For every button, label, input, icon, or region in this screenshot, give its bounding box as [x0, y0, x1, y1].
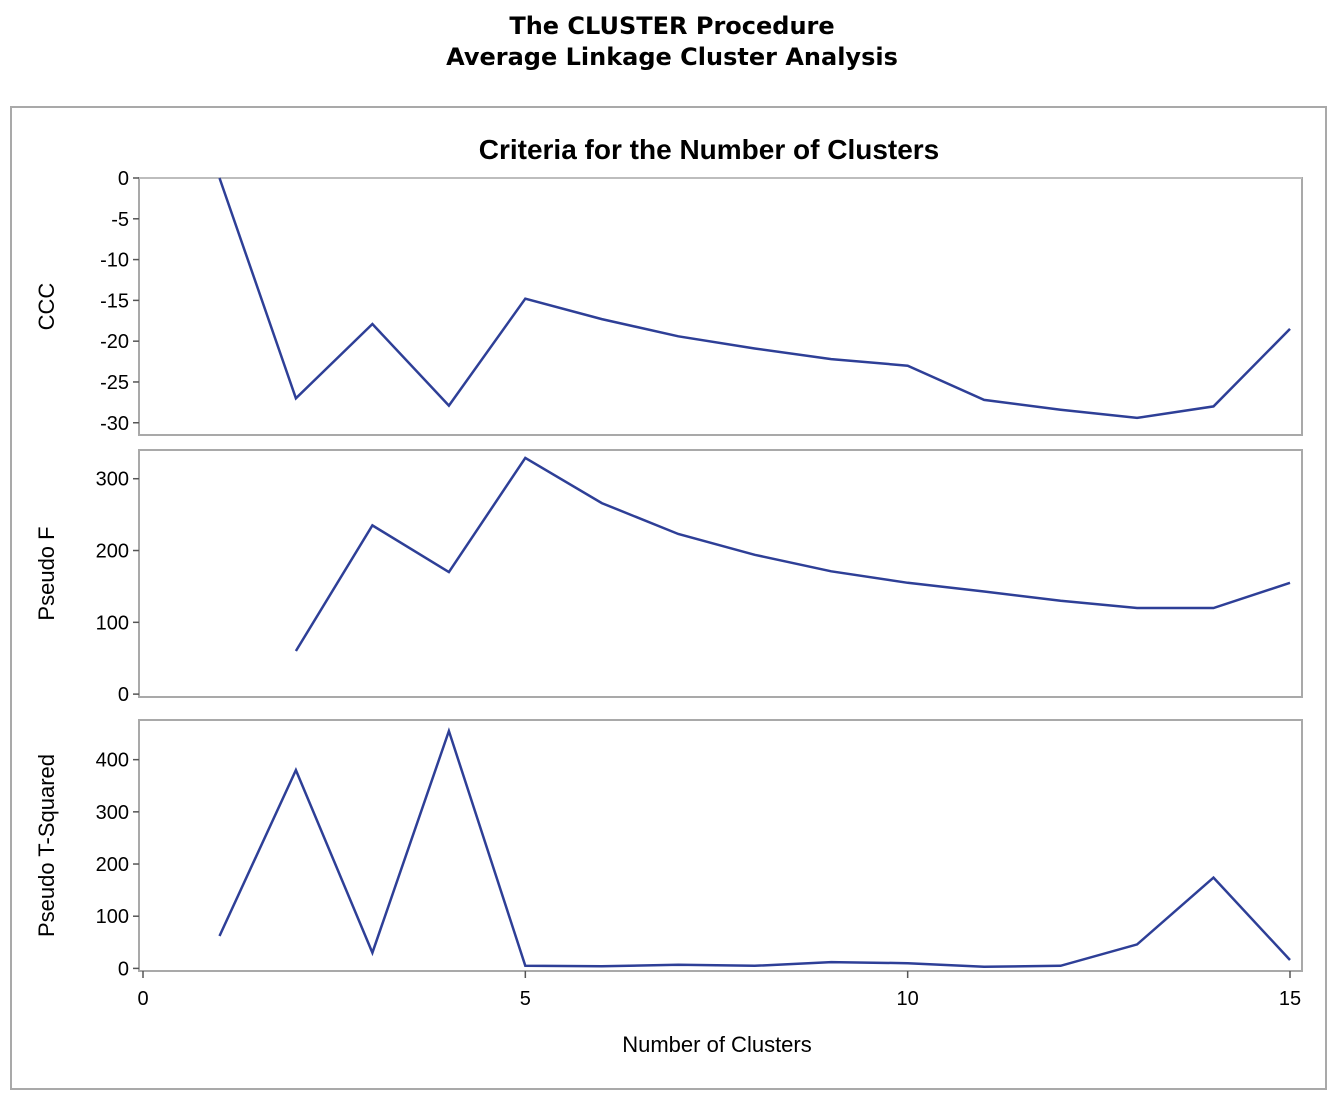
pseudo-f-y-tick-label: 0 [118, 684, 129, 706]
pseudo-f-data-point [294, 649, 298, 653]
x-tick-label: 5 [520, 988, 531, 1010]
pseudo-f-data-point [1212, 606, 1216, 610]
ccc-y-tick-label: -30 [100, 413, 129, 435]
pseudo-t-squared-y-tick-label: 300 [96, 802, 129, 824]
pseudo-t-squared-data-point [1288, 958, 1292, 962]
pseudo-t-squared-data-point [294, 768, 298, 772]
ccc-data-point [600, 317, 604, 321]
pseudo-t-squared-data-point [1135, 942, 1139, 946]
ccc-data-point [1212, 404, 1216, 408]
pseudo-t-squared-data-point [1212, 876, 1216, 880]
ccc-data-point [218, 176, 222, 180]
pseudo-t-squared-data-point [1059, 964, 1063, 968]
ccc-data-point [1288, 327, 1292, 331]
pseudo-f-data-point [1059, 599, 1063, 603]
ccc-y-tick-label: 0 [118, 168, 129, 190]
ccc-data-point [906, 364, 910, 368]
ccc-y-tick-label: -5 [111, 209, 129, 231]
pseudo-f-data-point [523, 456, 527, 460]
ccc-series-line [218, 177, 1291, 420]
pseudo-f-data-point [829, 569, 833, 573]
chart-title: Criteria for the Number of Clusters [479, 134, 940, 165]
ccc-data-point [294, 396, 298, 400]
ccc-y-tick-label: -10 [100, 250, 129, 272]
pseudo-t-squared-data-point [600, 964, 604, 968]
pseudo-f-data-point [982, 590, 986, 594]
pseudo-f-data-point [600, 501, 604, 505]
pseudo-f-data-point [370, 523, 374, 527]
pseudo-f-y-tick-label: 200 [96, 541, 129, 563]
pseudo-t-squared-data-point [370, 951, 374, 955]
pseudo-t-squared-data-point [523, 964, 527, 968]
chart-frame: Criteria for the Number of Clusters Numb… [10, 106, 1327, 1090]
ccc-y-tick-label: -20 [100, 331, 129, 353]
pseudo-t-squared-series-line [218, 727, 1291, 969]
pseudo-f-data-point [676, 532, 680, 536]
pseudo-t-squared-data-point [676, 963, 680, 967]
pseudo-t-squared-data-point [218, 934, 222, 938]
ccc-data-point [1135, 416, 1139, 420]
pseudo-f-data-point [753, 553, 757, 557]
ccc-data-point [982, 398, 986, 402]
pseudo-t-squared-panel-frame [138, 719, 1303, 972]
pseudo-f-data-point [447, 570, 451, 574]
x-axis-title: Number of Clusters [622, 1032, 812, 1057]
pseudo-f-data-point [906, 581, 910, 585]
ccc-y-tick-label: -25 [100, 372, 129, 394]
pseudo-t-squared-data-point [906, 961, 910, 965]
pseudo-f-data-point [1135, 606, 1139, 610]
x-tick-label: 0 [137, 988, 148, 1010]
pseudo-t-squared-y-tick-label: 400 [96, 750, 129, 772]
ccc-data-point [676, 334, 680, 338]
ccc-data-point [523, 297, 527, 301]
pseudo-f-y-axis-title: Pseudo F [34, 526, 59, 620]
x-tick-label: 15 [1279, 988, 1301, 1010]
x-tick-label: 10 [897, 988, 919, 1010]
pseudo-t-squared-y-axis-title: Pseudo T-Squared [34, 754, 59, 937]
pseudo-t-squared-data-point [753, 964, 757, 968]
ccc-y-axis-title: CCC [34, 283, 59, 331]
ccc-data-point [829, 357, 833, 361]
pseudo-f-series-line [294, 456, 1291, 652]
pseudo-t-squared-y-tick-label: 100 [96, 906, 129, 928]
pseudo-f-panel-frame [138, 449, 1303, 698]
ccc-y-tick-label: -15 [100, 290, 129, 312]
pseudo-t-squared-data-point [982, 965, 986, 969]
analysis-title: Average Linkage Cluster Analysis [446, 43, 898, 71]
procedure-title: The CLUSTER Procedure [509, 12, 835, 40]
pseudo-t-squared-y-tick-label: 200 [96, 854, 129, 876]
pseudo-t-squared-y-tick-label: 0 [118, 958, 129, 980]
ccc-data-point [370, 322, 374, 326]
pseudo-f-y-tick-label: 300 [96, 469, 129, 491]
ccc-data-point [1059, 408, 1063, 412]
pseudo-t-squared-data-point [447, 729, 451, 733]
pseudo-f-y-tick-label: 100 [96, 612, 129, 634]
criteria-chart: Criteria for the Number of Clusters Numb… [34, 134, 1303, 1057]
ccc-data-point [753, 347, 757, 351]
pseudo-t-squared-data-point [829, 960, 833, 964]
ccc-data-point [447, 404, 451, 408]
ccc-panel-frame [138, 177, 1303, 436]
pseudo-f-data-point [1288, 581, 1292, 585]
